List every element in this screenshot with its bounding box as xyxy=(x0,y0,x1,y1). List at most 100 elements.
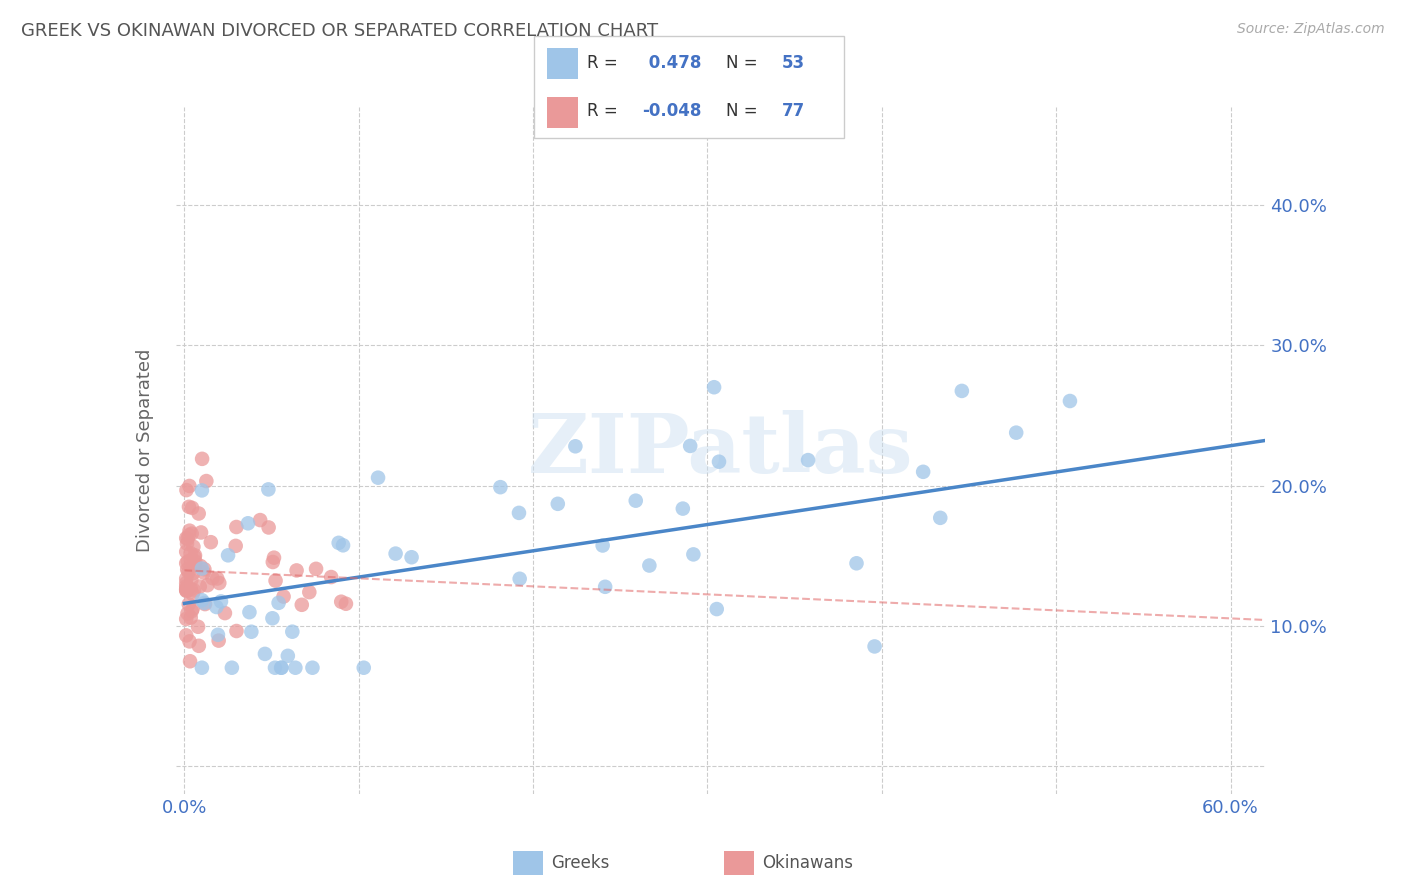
Text: Okinawans: Okinawans xyxy=(762,854,853,872)
Point xyxy=(592,539,614,553)
Point xyxy=(174,531,197,545)
Point xyxy=(1059,394,1081,409)
Point xyxy=(174,582,197,597)
Point xyxy=(225,520,247,534)
Point xyxy=(301,661,323,675)
Point xyxy=(174,544,197,558)
Point xyxy=(262,611,284,625)
Point xyxy=(332,538,354,552)
Point xyxy=(174,556,197,570)
Point xyxy=(489,480,512,494)
FancyBboxPatch shape xyxy=(547,97,578,128)
Point xyxy=(305,562,328,576)
Point xyxy=(267,596,290,610)
Point xyxy=(183,583,205,598)
Text: Source: ZipAtlas.com: Source: ZipAtlas.com xyxy=(1237,22,1385,37)
Point xyxy=(638,558,661,573)
Point xyxy=(201,571,224,585)
Point xyxy=(193,596,215,610)
Point xyxy=(181,601,204,615)
Point xyxy=(177,500,200,514)
Point xyxy=(328,536,350,550)
Point xyxy=(564,439,586,453)
Point xyxy=(273,590,295,604)
Point xyxy=(176,536,198,550)
Point xyxy=(174,612,197,626)
Point xyxy=(176,483,198,497)
Point xyxy=(225,624,247,638)
Point xyxy=(207,628,229,642)
Point xyxy=(257,483,280,497)
Point xyxy=(191,593,214,607)
Point xyxy=(187,507,209,521)
Point xyxy=(174,580,197,594)
Point xyxy=(335,597,357,611)
Point xyxy=(257,520,280,534)
FancyBboxPatch shape xyxy=(724,851,754,875)
Point xyxy=(177,528,200,542)
Point xyxy=(209,594,232,608)
Text: 77: 77 xyxy=(782,102,806,120)
Point xyxy=(197,578,219,592)
Point xyxy=(187,620,209,634)
Point xyxy=(179,634,201,648)
Point xyxy=(200,535,222,549)
Point xyxy=(291,598,314,612)
Point xyxy=(509,572,531,586)
Point xyxy=(180,610,202,624)
Point xyxy=(264,574,287,588)
Point xyxy=(682,548,704,562)
Point xyxy=(217,549,239,563)
Point xyxy=(703,380,725,394)
Point xyxy=(193,566,215,580)
FancyBboxPatch shape xyxy=(547,48,578,78)
Point xyxy=(950,384,973,398)
Point xyxy=(179,546,201,560)
Point xyxy=(1005,425,1028,440)
Point xyxy=(190,559,212,574)
Point xyxy=(177,565,200,579)
Point xyxy=(508,506,530,520)
Point xyxy=(174,628,197,642)
Point xyxy=(384,547,406,561)
Point xyxy=(191,451,214,466)
Point xyxy=(183,549,205,564)
Point xyxy=(929,511,952,525)
Point xyxy=(176,532,198,546)
Point xyxy=(179,654,201,668)
Text: -0.048: -0.048 xyxy=(643,102,702,120)
Text: Greeks: Greeks xyxy=(551,854,610,872)
Point xyxy=(181,587,204,601)
Point xyxy=(845,556,868,570)
Point xyxy=(207,572,229,586)
Point xyxy=(262,555,284,569)
Point xyxy=(221,661,243,675)
Point xyxy=(176,583,198,598)
Point xyxy=(706,602,728,616)
Point xyxy=(270,661,292,675)
Point xyxy=(285,563,308,577)
Point xyxy=(187,639,209,653)
Point xyxy=(177,597,200,611)
Point xyxy=(797,453,820,467)
Text: N =: N = xyxy=(725,54,758,72)
Point xyxy=(238,605,260,619)
Point xyxy=(174,583,197,598)
Point xyxy=(208,633,231,648)
Point xyxy=(624,493,647,508)
Point xyxy=(593,580,616,594)
Point xyxy=(174,582,197,596)
Point xyxy=(184,558,207,573)
Point xyxy=(177,554,200,568)
Point xyxy=(188,580,211,594)
Point xyxy=(249,513,271,527)
Point xyxy=(707,455,730,469)
Text: 53: 53 xyxy=(782,54,804,72)
Point xyxy=(191,661,214,675)
Text: GREEK VS OKINAWAN DIVORCED OR SEPARATED CORRELATION CHART: GREEK VS OKINAWAN DIVORCED OR SEPARATED … xyxy=(21,22,658,40)
Point xyxy=(174,572,197,586)
Point xyxy=(401,550,423,565)
Point xyxy=(183,540,205,554)
Point xyxy=(191,561,214,575)
Point xyxy=(205,599,228,614)
